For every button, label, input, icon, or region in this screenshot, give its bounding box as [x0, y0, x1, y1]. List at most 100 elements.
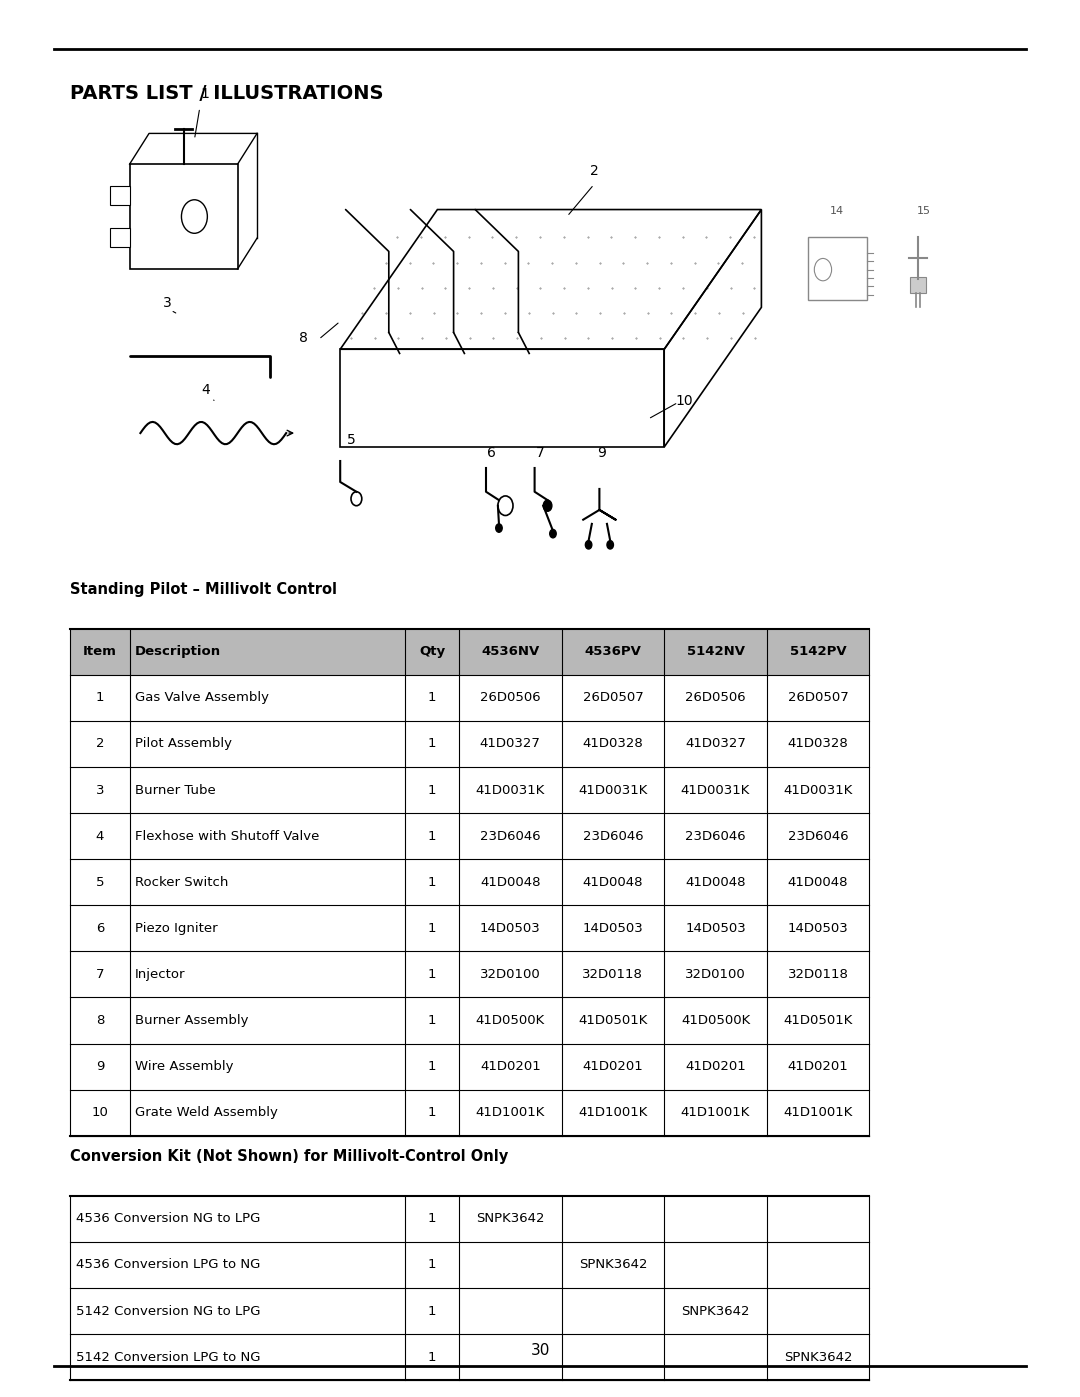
Text: 41D0048: 41D0048	[685, 876, 746, 888]
Text: 2: 2	[590, 163, 598, 177]
Text: SPNK3642: SPNK3642	[784, 1351, 852, 1363]
Text: 14: 14	[829, 205, 845, 215]
Text: 3: 3	[163, 296, 172, 310]
Text: 41D0501K: 41D0501K	[578, 1014, 648, 1027]
Bar	[808, 237, 867, 300]
Text: 3: 3	[96, 784, 104, 796]
Text: 41D1001K: 41D1001K	[578, 1106, 648, 1119]
Bar	[70, 1090, 869, 1136]
Bar	[70, 629, 869, 675]
Bar	[110, 186, 130, 205]
Text: 1: 1	[96, 692, 104, 704]
Circle shape	[550, 529, 556, 538]
Text: 10: 10	[675, 394, 692, 408]
Text: 1: 1	[428, 922, 436, 935]
Text: 41D1001K: 41D1001K	[783, 1106, 853, 1119]
Circle shape	[607, 541, 613, 549]
Text: 41D0048: 41D0048	[787, 876, 849, 888]
Text: 4536 Conversion LPG to NG: 4536 Conversion LPG to NG	[76, 1259, 260, 1271]
Text: SNPK3642: SNPK3642	[681, 1305, 750, 1317]
Bar	[70, 1242, 869, 1288]
Text: 1: 1	[428, 876, 436, 888]
Text: 23D6046: 23D6046	[685, 830, 746, 842]
Text: 1: 1	[428, 784, 436, 796]
Bar	[70, 997, 869, 1044]
Text: 1: 1	[428, 1351, 436, 1363]
Text: 1: 1	[428, 692, 436, 704]
Text: 7: 7	[536, 446, 544, 460]
Text: 41D0048: 41D0048	[480, 876, 541, 888]
Text: 41D0031K: 41D0031K	[783, 784, 853, 796]
Text: 8: 8	[299, 331, 308, 345]
Bar	[70, 1334, 869, 1380]
Text: 5142PV: 5142PV	[789, 645, 847, 658]
Text: 41D0201: 41D0201	[582, 1060, 644, 1073]
Text: 30: 30	[530, 1343, 550, 1358]
Text: Grate Weld Assembly: Grate Weld Assembly	[135, 1106, 278, 1119]
Text: Burner Assembly: Burner Assembly	[135, 1014, 248, 1027]
Text: 14D0503: 14D0503	[685, 922, 746, 935]
Text: 9: 9	[597, 446, 606, 460]
Text: 4536 Conversion NG to LPG: 4536 Conversion NG to LPG	[76, 1213, 260, 1225]
Text: SNPK3642: SNPK3642	[476, 1213, 544, 1225]
Text: Injector: Injector	[135, 968, 186, 981]
Text: 1: 1	[428, 1014, 436, 1027]
Text: 4536NV: 4536NV	[482, 645, 539, 658]
Text: 8: 8	[96, 1014, 104, 1027]
Text: 5142 Conversion LPG to NG: 5142 Conversion LPG to NG	[76, 1351, 260, 1363]
Text: 41D0500K: 41D0500K	[475, 1014, 545, 1027]
Text: 41D0201: 41D0201	[685, 1060, 746, 1073]
Text: 41D1001K: 41D1001K	[475, 1106, 545, 1119]
Text: 41D0031K: 41D0031K	[475, 784, 545, 796]
Text: 15: 15	[917, 205, 930, 215]
Text: 23D6046: 23D6046	[582, 830, 644, 842]
Text: 6: 6	[96, 922, 104, 935]
Text: 14D0503: 14D0503	[582, 922, 644, 935]
Bar	[70, 1044, 869, 1090]
Bar	[110, 228, 130, 247]
Text: 41D0201: 41D0201	[480, 1060, 541, 1073]
Text: 14D0503: 14D0503	[480, 922, 541, 935]
Text: 1: 1	[428, 830, 436, 842]
Text: 1: 1	[428, 1213, 436, 1225]
Text: 1: 1	[428, 1106, 436, 1119]
Text: 5142 Conversion NG to LPG: 5142 Conversion NG to LPG	[76, 1305, 260, 1317]
Text: SPNK3642: SPNK3642	[579, 1259, 647, 1271]
Text: 9: 9	[96, 1060, 104, 1073]
Text: 1: 1	[428, 968, 436, 981]
Bar	[70, 721, 869, 767]
Text: 1: 1	[428, 1259, 436, 1271]
Text: Conversion Kit (Not Shown) for Millivolt-Control Only: Conversion Kit (Not Shown) for Millivolt…	[70, 1148, 509, 1164]
Text: 26D0507: 26D0507	[787, 692, 849, 704]
Text: 14D0503: 14D0503	[787, 922, 849, 935]
Bar	[70, 767, 869, 813]
Text: 23D6046: 23D6046	[787, 830, 849, 842]
Text: 1: 1	[201, 87, 210, 101]
Text: 4: 4	[96, 830, 104, 842]
Text: 5: 5	[347, 433, 355, 447]
Text: 41D1001K: 41D1001K	[680, 1106, 751, 1119]
Text: 1: 1	[428, 1305, 436, 1317]
Text: Piezo Igniter: Piezo Igniter	[135, 922, 218, 935]
Bar	[70, 1196, 869, 1242]
Text: 4536PV: 4536PV	[584, 645, 642, 658]
Text: 2: 2	[96, 738, 104, 750]
Text: Description: Description	[135, 645, 221, 658]
Text: 41D0031K: 41D0031K	[680, 784, 751, 796]
Text: PARTS LIST / ILLUSTRATIONS: PARTS LIST / ILLUSTRATIONS	[70, 84, 383, 103]
Text: 32D0100: 32D0100	[685, 968, 746, 981]
Text: Burner Tube: Burner Tube	[135, 784, 216, 796]
Text: 4: 4	[201, 383, 210, 397]
Text: Qty: Qty	[419, 645, 445, 658]
Circle shape	[585, 541, 592, 549]
Text: 41D0327: 41D0327	[480, 738, 541, 750]
Text: Wire Assembly: Wire Assembly	[135, 1060, 233, 1073]
Text: 41D0500K: 41D0500K	[680, 1014, 751, 1027]
Text: 1: 1	[428, 1060, 436, 1073]
Text: 10: 10	[92, 1106, 108, 1119]
Text: Item: Item	[83, 645, 117, 658]
Text: 32D0118: 32D0118	[787, 968, 849, 981]
Text: Gas Valve Assembly: Gas Valve Assembly	[135, 692, 269, 704]
Bar	[70, 813, 869, 859]
Text: 32D0100: 32D0100	[480, 968, 541, 981]
